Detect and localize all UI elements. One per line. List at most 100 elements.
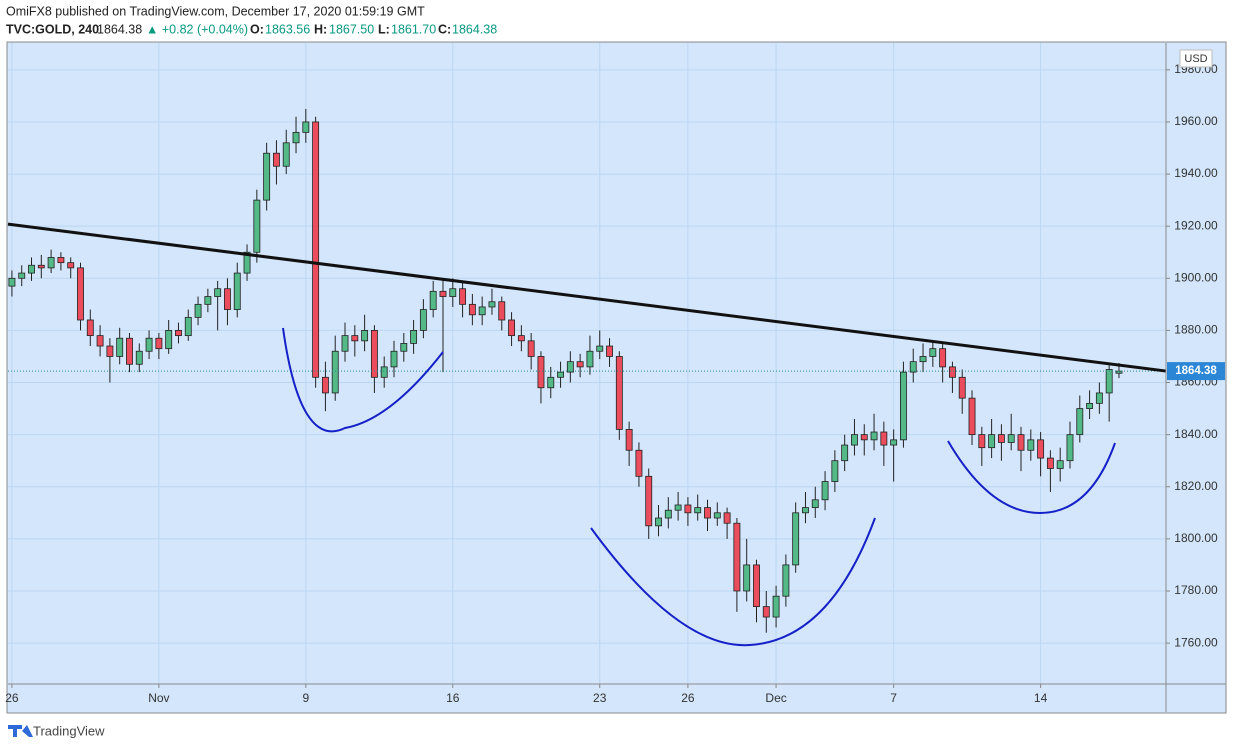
candle-body: [106, 345, 114, 357]
brand: TradingView: [33, 723, 105, 738]
candle-body: [733, 522, 741, 592]
arc: [282, 327, 444, 433]
candle-body: [380, 366, 388, 378]
y-tick-label: 1840.00: [1174, 427, 1218, 441]
price-label-box: [1167, 362, 1225, 381]
currency: USD: [1184, 53, 1207, 65]
candle-body: [351, 335, 359, 342]
h-label: H:: [314, 22, 327, 36]
candle-body: [978, 434, 986, 449]
candle-body: [743, 564, 751, 592]
x-tick-label: 23: [593, 691, 607, 705]
l-label: L:: [378, 22, 390, 36]
candle-body: [272, 152, 280, 167]
candle-body: [684, 504, 692, 514]
x-tick-label: 26: [681, 691, 695, 705]
candle-body: [18, 272, 26, 279]
candle-body: [459, 288, 467, 305]
x-tick-label: 7: [890, 691, 897, 705]
candle-body: [116, 337, 124, 357]
candle-body: [449, 288, 457, 297]
candle-body: [263, 152, 271, 201]
candle-body: [958, 376, 966, 399]
candle-body: [664, 509, 672, 519]
candle-body: [126, 337, 133, 365]
candle-body: [253, 199, 261, 253]
candle-body: [939, 348, 947, 368]
y-tick-label: 1760.00: [1174, 635, 1218, 649]
arc: [947, 440, 1116, 515]
candle-body: [1017, 434, 1025, 451]
candle-body: [47, 257, 55, 269]
candle-body: [606, 345, 613, 357]
y-tick-label: 1880.00: [1174, 323, 1218, 337]
price-label: 1864.38: [1175, 365, 1217, 377]
candle-body: [390, 350, 398, 368]
y-tick-label: 1820.00: [1174, 479, 1218, 493]
candle-body: [948, 366, 956, 378]
candle-body: [419, 309, 427, 331]
candle-body: [723, 512, 731, 524]
candle-body: [566, 361, 574, 373]
candle-body: [175, 330, 182, 337]
candle-body: [625, 429, 633, 451]
last-price: 1864.38: [97, 22, 142, 36]
candle-body: [713, 512, 721, 519]
y-tick-label: 1800.00: [1174, 531, 1218, 545]
candle-body: [674, 504, 682, 511]
candle-body: [37, 264, 45, 269]
candle-body: [517, 335, 525, 342]
candle-body: [341, 335, 349, 352]
candle-body: [1066, 434, 1074, 462]
candle-body: [635, 449, 643, 477]
candle-body: [204, 296, 212, 305]
candle-body: [165, 330, 173, 350]
candle-body: [537, 356, 545, 389]
candle-body: [508, 319, 516, 337]
candle-body: [28, 264, 35, 274]
published-line: OmiFX8 published on TradingView.com, Dec…: [6, 4, 425, 18]
h-value: 1867.50: [329, 22, 374, 36]
candle-body: [498, 301, 506, 321]
candle-body: [96, 335, 104, 347]
candle-body: [782, 564, 790, 597]
currency-box: [1179, 49, 1213, 68]
pattern-arcs: [282, 327, 1116, 647]
candle-body: [596, 345, 604, 352]
candle-body: [694, 507, 702, 514]
candle-body: [860, 434, 868, 441]
candle-body: [890, 439, 898, 446]
y-tick-label: 1900.00: [1174, 270, 1218, 284]
x-tick-label: 26: [5, 691, 19, 705]
c-label: C:: [438, 22, 451, 36]
plot: 1760.001780.001800.001820.001840.001860.…: [5, 43, 1225, 705]
candle-body: [586, 350, 594, 368]
logo: [8, 725, 33, 737]
symbol: TVC:GOLD, 240: [6, 22, 99, 36]
candle-body: [968, 397, 976, 436]
candle-body: [400, 343, 408, 352]
candle-body: [1046, 457, 1054, 469]
candle-body: [331, 350, 339, 394]
candle-body: [1007, 434, 1015, 443]
candle-body: [1105, 369, 1113, 394]
o-label: O:: [250, 22, 264, 36]
candle-body: [576, 361, 584, 368]
candle-body: [361, 330, 369, 342]
header: OmiFX8 published on TradingView.com, Dec…: [6, 4, 497, 36]
candle-body: [224, 288, 231, 310]
y-tick-label: 1940.00: [1174, 166, 1218, 180]
change: ▲ +0.82 (+0.04%): [146, 22, 248, 36]
candle-body: [155, 337, 163, 350]
candle-body: [988, 434, 996, 449]
x-tick-label: Nov: [148, 691, 169, 705]
x-tick-label: Dec: [765, 691, 786, 705]
candle-body: [792, 512, 800, 566]
candle-body: [655, 517, 662, 527]
candle-body: [429, 290, 437, 310]
candle-body: [8, 277, 16, 287]
candle-body: [282, 142, 290, 167]
candle-body: [547, 376, 555, 389]
candle-body: [194, 303, 202, 318]
candle-body: [478, 306, 486, 316]
